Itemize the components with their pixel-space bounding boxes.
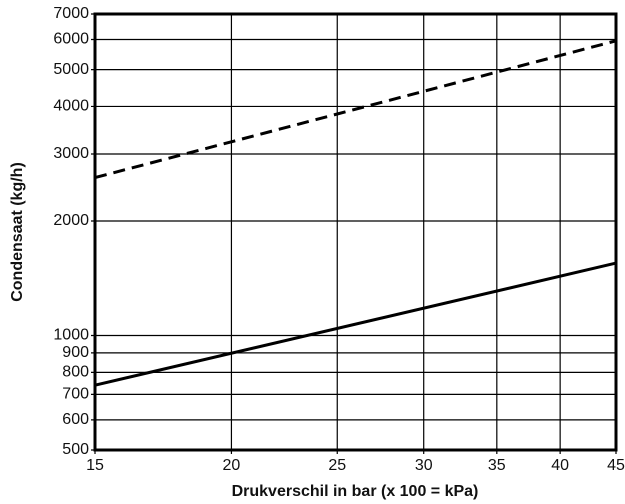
y-tick-label: 500: [62, 441, 89, 458]
x-tick-label: 45: [607, 457, 625, 474]
y-tick-label: 1000: [53, 327, 89, 344]
y-tick-label: 2000: [53, 212, 89, 229]
x-tick-label: 40: [551, 457, 569, 474]
x-tick-label: 15: [86, 457, 104, 474]
data-line: [94, 39, 617, 180]
y-tick-label: 7000: [53, 5, 89, 22]
y-tick-label: 4000: [53, 98, 89, 115]
y-tick-label: 700: [62, 386, 89, 403]
y-tick-label: 3000: [53, 145, 89, 162]
x-tick-label: 30: [415, 457, 433, 474]
x-axis-title: Drukverschil in bar (x 100 = kPa): [232, 483, 479, 500]
data-line: [94, 261, 617, 387]
x-tick-label: 35: [488, 457, 506, 474]
y-axis-title: Condensaat (kg/h): [9, 162, 26, 302]
y-tick-label: 900: [62, 344, 89, 361]
x-tick-label: 25: [328, 457, 346, 474]
y-tick-label: 6000: [53, 31, 89, 48]
y-tick-label: 600: [62, 411, 89, 428]
y-tick-label: 800: [62, 364, 89, 381]
y-tick-label: 5000: [53, 61, 89, 78]
x-tick-label: 20: [223, 457, 241, 474]
plot-frame: [93, 12, 618, 452]
